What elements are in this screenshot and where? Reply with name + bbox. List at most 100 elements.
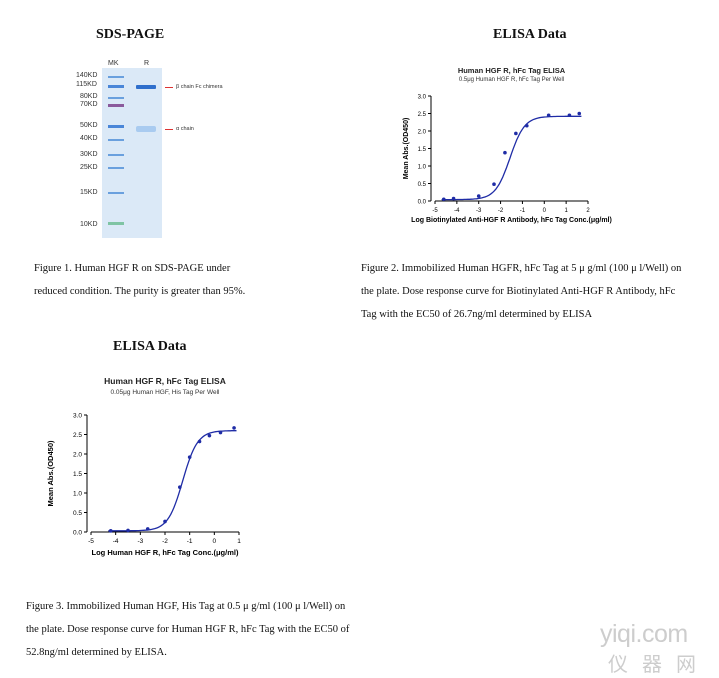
marker-band — [108, 125, 124, 128]
y-tick-label: 3.0 — [73, 413, 82, 420]
x-tick-label: -3 — [476, 208, 482, 214]
watermark-text-cn: 仪器网 — [608, 652, 710, 676]
caption-line: the plate. Dose response curve for Bioti… — [361, 286, 676, 297]
y-tick-label: 2.5 — [73, 432, 82, 439]
y-tick-label: 1.5 — [418, 147, 427, 153]
y-tick-label: 1.5 — [73, 471, 82, 478]
y-axis-label: Mean Abs.(OD450) — [403, 118, 410, 180]
data-point — [232, 426, 236, 430]
annotation-arrow — [165, 87, 173, 88]
y-tick-label: 2.5 — [418, 112, 427, 118]
y-tick-label: 2.0 — [73, 452, 82, 459]
data-point — [577, 111, 582, 116]
fit-curve — [108, 430, 237, 532]
lane-label-r: R — [144, 60, 150, 67]
data-point — [451, 196, 456, 201]
y-tick-label: 1.0 — [418, 165, 427, 171]
caption-line: Figure 3. Immobilized Human HGF, His Tag… — [26, 601, 346, 612]
x-tick-label: -4 — [113, 538, 119, 545]
sds-page-gel-figure: MK R 140KD 115KD 80KD 70KD 50KD 40KD 30K… — [70, 58, 260, 238]
x-tick-label: -3 — [137, 538, 143, 545]
chart-subtitle: 0.5μg Human HGF R, hFc Tag Per Well — [459, 77, 564, 83]
data-point — [108, 529, 113, 533]
caption-line: Tag with the EC50 of 26.7ng/ml determine… — [361, 309, 593, 320]
marker-label: 10KD — [80, 221, 98, 228]
caption-line: Figure 1. Human HGF R on SDS-PAGE under — [34, 263, 231, 274]
marker-label: 40KD — [80, 135, 98, 142]
marker-band — [108, 76, 124, 78]
data-point — [163, 519, 167, 524]
marker-label: 70KD — [80, 101, 98, 108]
x-tick-label: -5 — [432, 208, 438, 214]
data-point — [218, 430, 223, 435]
figure-1-caption: Figure 1. Human HGF R on SDS-PAGE under … — [34, 257, 245, 303]
sample-band-beta-chain — [136, 85, 156, 89]
annotation-arrow — [165, 129, 173, 130]
sds-page-heading: SDS-PAGE — [96, 27, 165, 42]
marker-label: 30KD — [80, 151, 98, 158]
x-tick-label: 1 — [237, 538, 241, 545]
x-tick-label: 0 — [543, 208, 547, 214]
data-point — [178, 485, 182, 489]
y-tick-label: 0.5 — [73, 510, 82, 517]
marker-band — [108, 192, 124, 194]
x-tick-label: 2 — [586, 208, 590, 214]
marker-band — [108, 222, 124, 225]
x-tick-label: -1 — [187, 538, 193, 545]
marker-label: 25KD — [80, 164, 98, 171]
elisa-chart-1: Human HGF R, hFc Tag ELISA 0.5μg Human HG… — [403, 66, 612, 224]
watermark-text: yiqi.com — [600, 620, 688, 648]
elisa-heading-2: ELISA Data — [113, 339, 187, 354]
figure-3-caption: Figure 3. Immobilized Human HGF, His Tag… — [26, 595, 349, 664]
lane-label-mk: MK — [108, 60, 119, 67]
x-tick-label: -2 — [162, 538, 168, 545]
marker-label: 50KD — [80, 122, 98, 129]
chart-title: Human HGF R, hFc Tag ELISA — [104, 376, 226, 386]
caption-line: Figure 2. Immobilized Human HGFR, hFc Ta… — [361, 263, 682, 274]
marker-label: 140KD — [76, 72, 98, 79]
x-tick-label: 1 — [564, 208, 568, 214]
elisa-chart-2: Human HGF R, hFc Tag ELISA 0.05μg Human H… — [46, 376, 241, 557]
marker-band — [108, 104, 124, 107]
data-point — [503, 150, 507, 155]
x-tick-label: -1 — [520, 208, 526, 214]
data-point — [514, 131, 518, 136]
caption-line: 52.8ng/ml determined by ELISA. — [26, 647, 167, 658]
data-point — [492, 182, 496, 186]
data-point — [126, 528, 130, 533]
x-axis-label: Log Biotinylated Anti-HGF R Antibody, hF… — [411, 217, 612, 224]
fit-curve — [441, 115, 582, 201]
data-point — [567, 113, 572, 118]
elisa-heading-1: ELISA Data — [493, 27, 567, 42]
marker-band — [108, 154, 124, 156]
x-axis-label: Log Human HGF R, hFc Tag Conc.(μg/ml) — [92, 548, 239, 557]
data-point — [145, 527, 150, 531]
data-point — [197, 439, 202, 444]
marker-label: 80KD — [80, 93, 98, 100]
y-tick-label: 0.0 — [418, 200, 427, 206]
data-point — [207, 433, 212, 438]
caption-line: the plate. Dose response curve for Human… — [26, 624, 350, 635]
y-tick-label: 1.0 — [73, 491, 82, 498]
x-tick-label: -5 — [88, 538, 94, 545]
data-point — [187, 455, 192, 459]
sample-band-alpha-chain — [136, 126, 156, 132]
annotation-alpha-chain: α chain — [176, 126, 194, 132]
marker-band — [108, 167, 124, 169]
y-tick-label: 2.0 — [418, 130, 427, 136]
marker-label: 15KD — [80, 189, 98, 196]
gel-image — [102, 68, 162, 238]
annotation-beta-chain: β chain Fc chimera — [176, 84, 223, 90]
data-point — [546, 113, 551, 118]
marker-band — [108, 85, 124, 88]
marker-band — [108, 97, 124, 99]
y-axis-label: Mean Abs.(OD450) — [46, 440, 55, 506]
marker-band — [108, 139, 124, 141]
marker-label: 115KD — [76, 81, 97, 88]
data-point — [476, 194, 481, 198]
data-point — [441, 197, 446, 202]
caption-line: reduced condition. The purity is greater… — [34, 286, 246, 297]
x-tick-label: -2 — [498, 208, 504, 214]
x-tick-label: 0 — [213, 538, 217, 545]
data-point — [525, 123, 529, 128]
